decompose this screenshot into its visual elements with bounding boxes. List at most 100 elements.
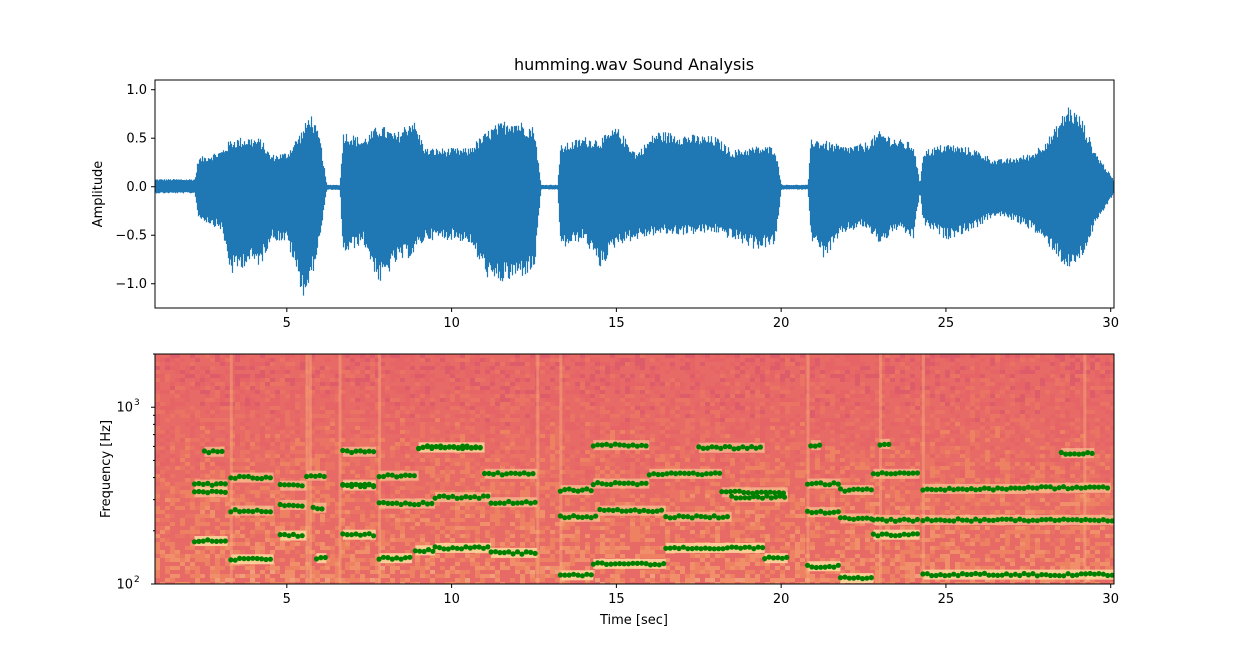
- spectrogram-cell: [245, 458, 250, 462]
- spectrogram-cell: [190, 426, 195, 430]
- spectrogram-cell: [305, 382, 310, 386]
- spectrogram-cell: [965, 390, 970, 394]
- spectrogram-cell: [770, 354, 775, 358]
- spectrogram-cell: [295, 430, 300, 434]
- spectrogram-cell: [415, 534, 420, 538]
- spectrogram-cell: [870, 422, 875, 426]
- spectrogram-cell: [640, 390, 645, 394]
- spectrogram-cell: [615, 466, 620, 470]
- spectrogram-cell: [670, 366, 675, 370]
- spectrogram-cell: [225, 382, 230, 386]
- spectrogram-cell: [485, 370, 490, 374]
- spectrogram-cell: [205, 398, 210, 402]
- spectrogram-cell: [930, 446, 935, 450]
- spectrogram-cell: [670, 354, 675, 358]
- spectrogram-cell: [790, 522, 795, 526]
- spectrogram-cell: [350, 354, 355, 358]
- spectrogram-cell: [335, 406, 340, 410]
- spectrogram-cell: [1060, 538, 1065, 542]
- spectrogram-cell: [470, 466, 475, 470]
- spectrogram-cell: [435, 514, 440, 518]
- spectrogram-cell: [280, 514, 285, 518]
- spectrogram-cell: [625, 418, 630, 422]
- spectrogram-cell: [805, 406, 810, 410]
- spectrogram-cell: [545, 394, 550, 398]
- spectrogram-cell: [735, 510, 740, 514]
- spectrogram-cell: [715, 454, 720, 458]
- spectrogram-cell: [340, 390, 345, 394]
- spectrogram-cell: [305, 378, 310, 382]
- spectrogram-cell: [1100, 510, 1105, 514]
- spectrogram-cell: [1085, 478, 1090, 482]
- spectrogram-cell: [315, 530, 320, 534]
- spectrogram-cell: [625, 362, 630, 366]
- spectrogram-cell: [640, 430, 645, 434]
- spectrogram-cell: [175, 486, 180, 490]
- spectrogram-cell: [270, 450, 275, 454]
- spectrogram-cell: [155, 382, 160, 386]
- spectrogram-cell: [455, 522, 460, 526]
- spectrogram-cell: [200, 466, 205, 470]
- spectrogram-cell: [955, 370, 960, 374]
- spectrogram-cell: [665, 506, 670, 510]
- spectrogram-cell: [660, 430, 665, 434]
- spectrogram-cell: [340, 442, 345, 446]
- spectrogram-cell: [590, 454, 595, 458]
- spectrogram-cell: [575, 530, 580, 534]
- spectrogram-cell: [310, 494, 315, 498]
- spectrogram-cell: [475, 470, 480, 474]
- spectrogram-cell: [860, 522, 865, 526]
- spectrogram-cell: [405, 446, 410, 450]
- spectrogram-cell: [165, 494, 170, 498]
- spectrogram-cell: [245, 514, 250, 518]
- spectrogram-cell: [1020, 386, 1025, 390]
- spectrogram-cell: [785, 390, 790, 394]
- spectrogram-cell: [310, 534, 315, 538]
- spectrogram-cell: [1070, 502, 1075, 506]
- spectrogram-cell: [850, 394, 855, 398]
- spectrogram-cell: [395, 414, 400, 418]
- spectrogram-cell: [720, 402, 725, 406]
- spectrogram-cell: [500, 406, 505, 410]
- spectrogram-cell: [805, 434, 810, 438]
- spectrogram-cell: [955, 494, 960, 498]
- spectrogram-cell: [1020, 454, 1025, 458]
- spectrogram-cell: [400, 526, 405, 530]
- spectrogram-cell: [585, 390, 590, 394]
- spectrogram-cell: [1100, 526, 1105, 530]
- spectrogram-cell: [735, 354, 740, 358]
- spectrogram-cell: [300, 510, 305, 514]
- spectrogram-cell: [1060, 442, 1065, 446]
- spectrogram-cell: [460, 510, 465, 514]
- spectrogram-cell: [685, 418, 690, 422]
- spectrogram-cell: [1030, 458, 1035, 462]
- spectrogram-cell: [560, 462, 565, 466]
- spectrogram-cell: [365, 442, 370, 446]
- spectrogram-cell: [810, 362, 815, 366]
- spectrogram-cell: [850, 362, 855, 366]
- spectrogram-cell: [240, 466, 245, 470]
- spectrogram-cell: [935, 378, 940, 382]
- spectrogram-cell: [475, 414, 480, 418]
- spectrogram-cell: [760, 426, 765, 430]
- spectrogram-cell: [815, 358, 820, 362]
- spectrogram-cell: [1040, 470, 1045, 474]
- spectrogram-cell: [870, 462, 875, 466]
- spectrogram-cell: [870, 526, 875, 530]
- spectrogram-cell: [595, 358, 600, 362]
- spectrogram-cell: [955, 354, 960, 358]
- spectrogram-cell: [1060, 506, 1065, 510]
- spectrogram-cell: [475, 398, 480, 402]
- spectrogram-cell: [900, 506, 905, 510]
- spectrogram-cell: [365, 470, 370, 474]
- spectrogram-cell: [985, 430, 990, 434]
- spectrogram-cell: [220, 374, 225, 378]
- spectrogram-cell: [285, 378, 290, 382]
- spectrogram-cell: [630, 470, 635, 474]
- spectrogram-cell: [400, 438, 405, 442]
- spectrogram-cell: [300, 526, 305, 530]
- spectrogram-cell: [890, 482, 895, 486]
- spectrogram-cell: [935, 410, 940, 414]
- spectrogram-cell: [670, 422, 675, 426]
- spectrogram-cell: [295, 402, 300, 406]
